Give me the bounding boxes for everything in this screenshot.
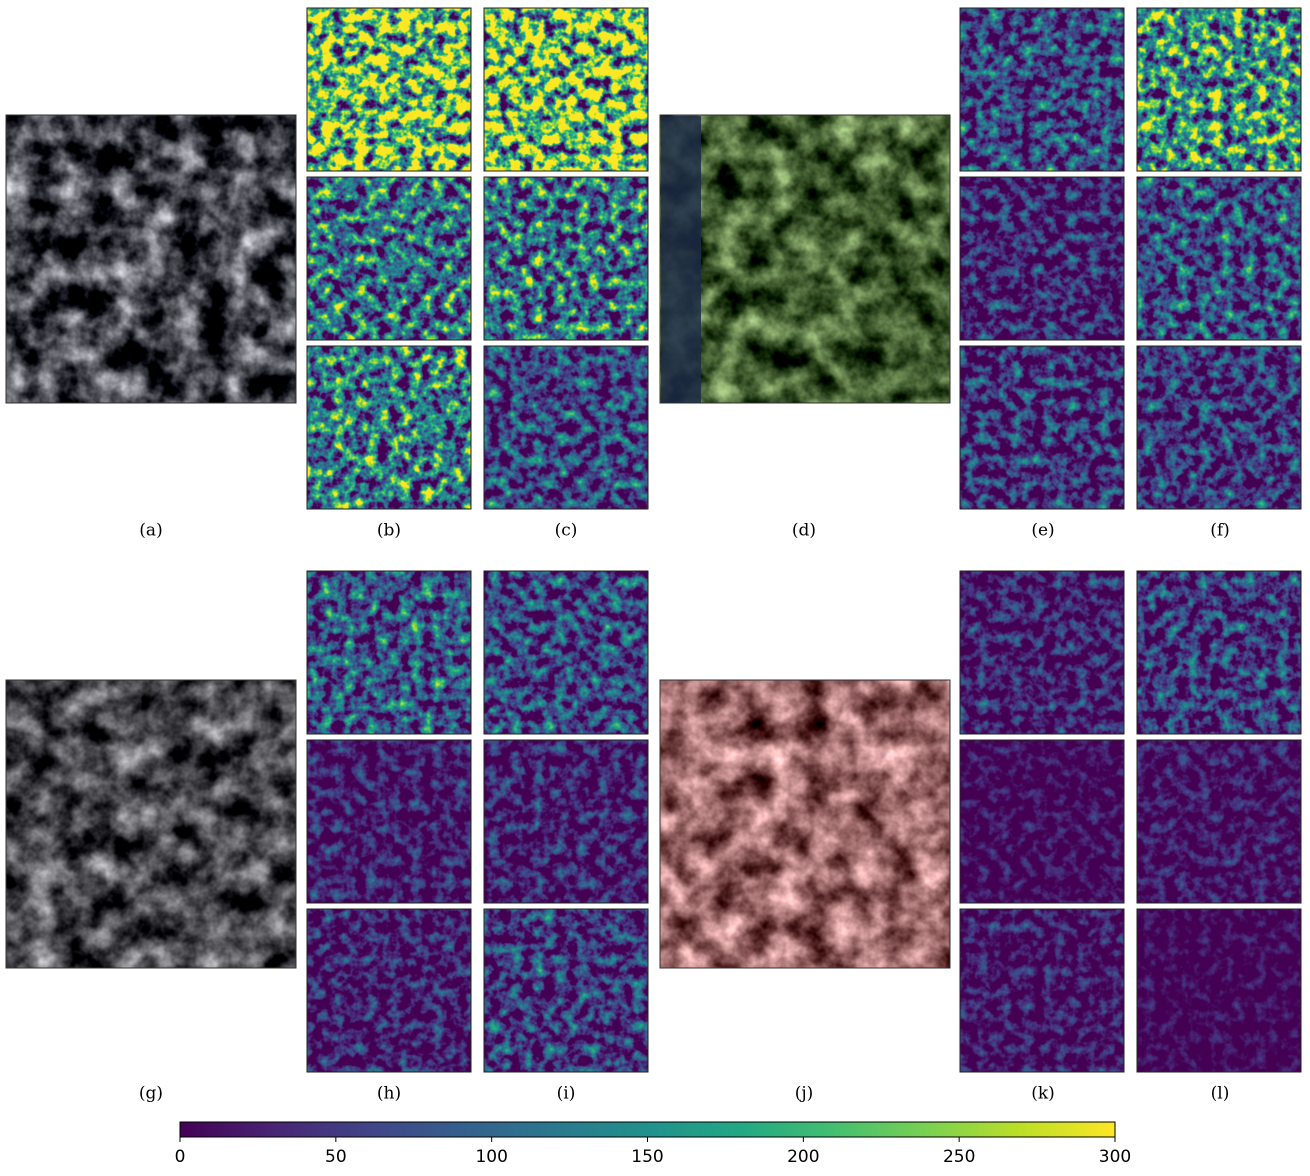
colorbar-tick-label: 0 <box>175 1147 186 1167</box>
panel-label: (g) <box>139 1084 163 1104</box>
panel-label: (f) <box>1210 521 1230 541</box>
heatmap-panel <box>484 740 648 903</box>
colorbar-tick-label: 200 <box>787 1147 819 1167</box>
colorbar-tick-label: 250 <box>943 1147 975 1167</box>
panel-label: (e) <box>1031 521 1054 541</box>
heatmap-panel <box>484 346 648 509</box>
heatmap-panel <box>307 740 471 903</box>
heatmap-panel <box>1137 177 1301 340</box>
colorbar <box>180 1122 1115 1137</box>
heatmap-panel <box>960 909 1124 1072</box>
heatmap-panel <box>484 909 648 1072</box>
heatmap-panel <box>307 346 471 509</box>
panel-label: (h) <box>377 1084 401 1104</box>
heatmap-panel <box>1137 346 1301 509</box>
panel-label: (b) <box>377 521 401 541</box>
heatmap-panel <box>1137 909 1301 1072</box>
colorbar-tick-label: 50 <box>325 1147 347 1167</box>
satellite-image <box>6 115 296 403</box>
heatmap-panel <box>960 346 1124 509</box>
heatmap-panel <box>1137 8 1301 171</box>
panel-label: (i) <box>557 1084 576 1104</box>
panel-label: (k) <box>1031 1084 1055 1104</box>
heatmap-panel <box>484 571 648 734</box>
panel-label: (d) <box>792 521 816 541</box>
heatmap-panel <box>960 571 1124 734</box>
heatmap-panel <box>960 740 1124 903</box>
heatmap-panel <box>307 177 471 340</box>
heatmap-panel <box>307 909 471 1072</box>
panel-label: (a) <box>139 521 162 541</box>
satellite-image <box>660 680 950 968</box>
satellite-image <box>6 680 296 968</box>
panel-label: (l) <box>1211 1084 1230 1104</box>
colorbar-tick-label: 100 <box>475 1147 507 1167</box>
heatmap-panel <box>1137 740 1301 903</box>
figure: (a) (b) (c) (d) (e) (f) (g) (h) (i) (j) (k) (l) 0 50 1… <box>0 0 1310 1172</box>
heatmap-panel <box>307 8 471 171</box>
satellite-image <box>660 115 950 403</box>
sea <box>661 116 701 403</box>
panel-label: (c) <box>555 521 578 541</box>
heatmap-panel <box>960 8 1124 171</box>
colorbar-tick-label: 300 <box>1099 1147 1131 1167</box>
colorbar-tick-label: 150 <box>631 1147 663 1167</box>
heatmap-panel <box>960 177 1124 340</box>
heatmap-panel <box>307 571 471 734</box>
panel-label: (j) <box>795 1084 814 1104</box>
heatmap-panel <box>484 8 648 171</box>
heatmap-panel <box>1137 571 1301 734</box>
heatmap-panel <box>484 177 648 340</box>
